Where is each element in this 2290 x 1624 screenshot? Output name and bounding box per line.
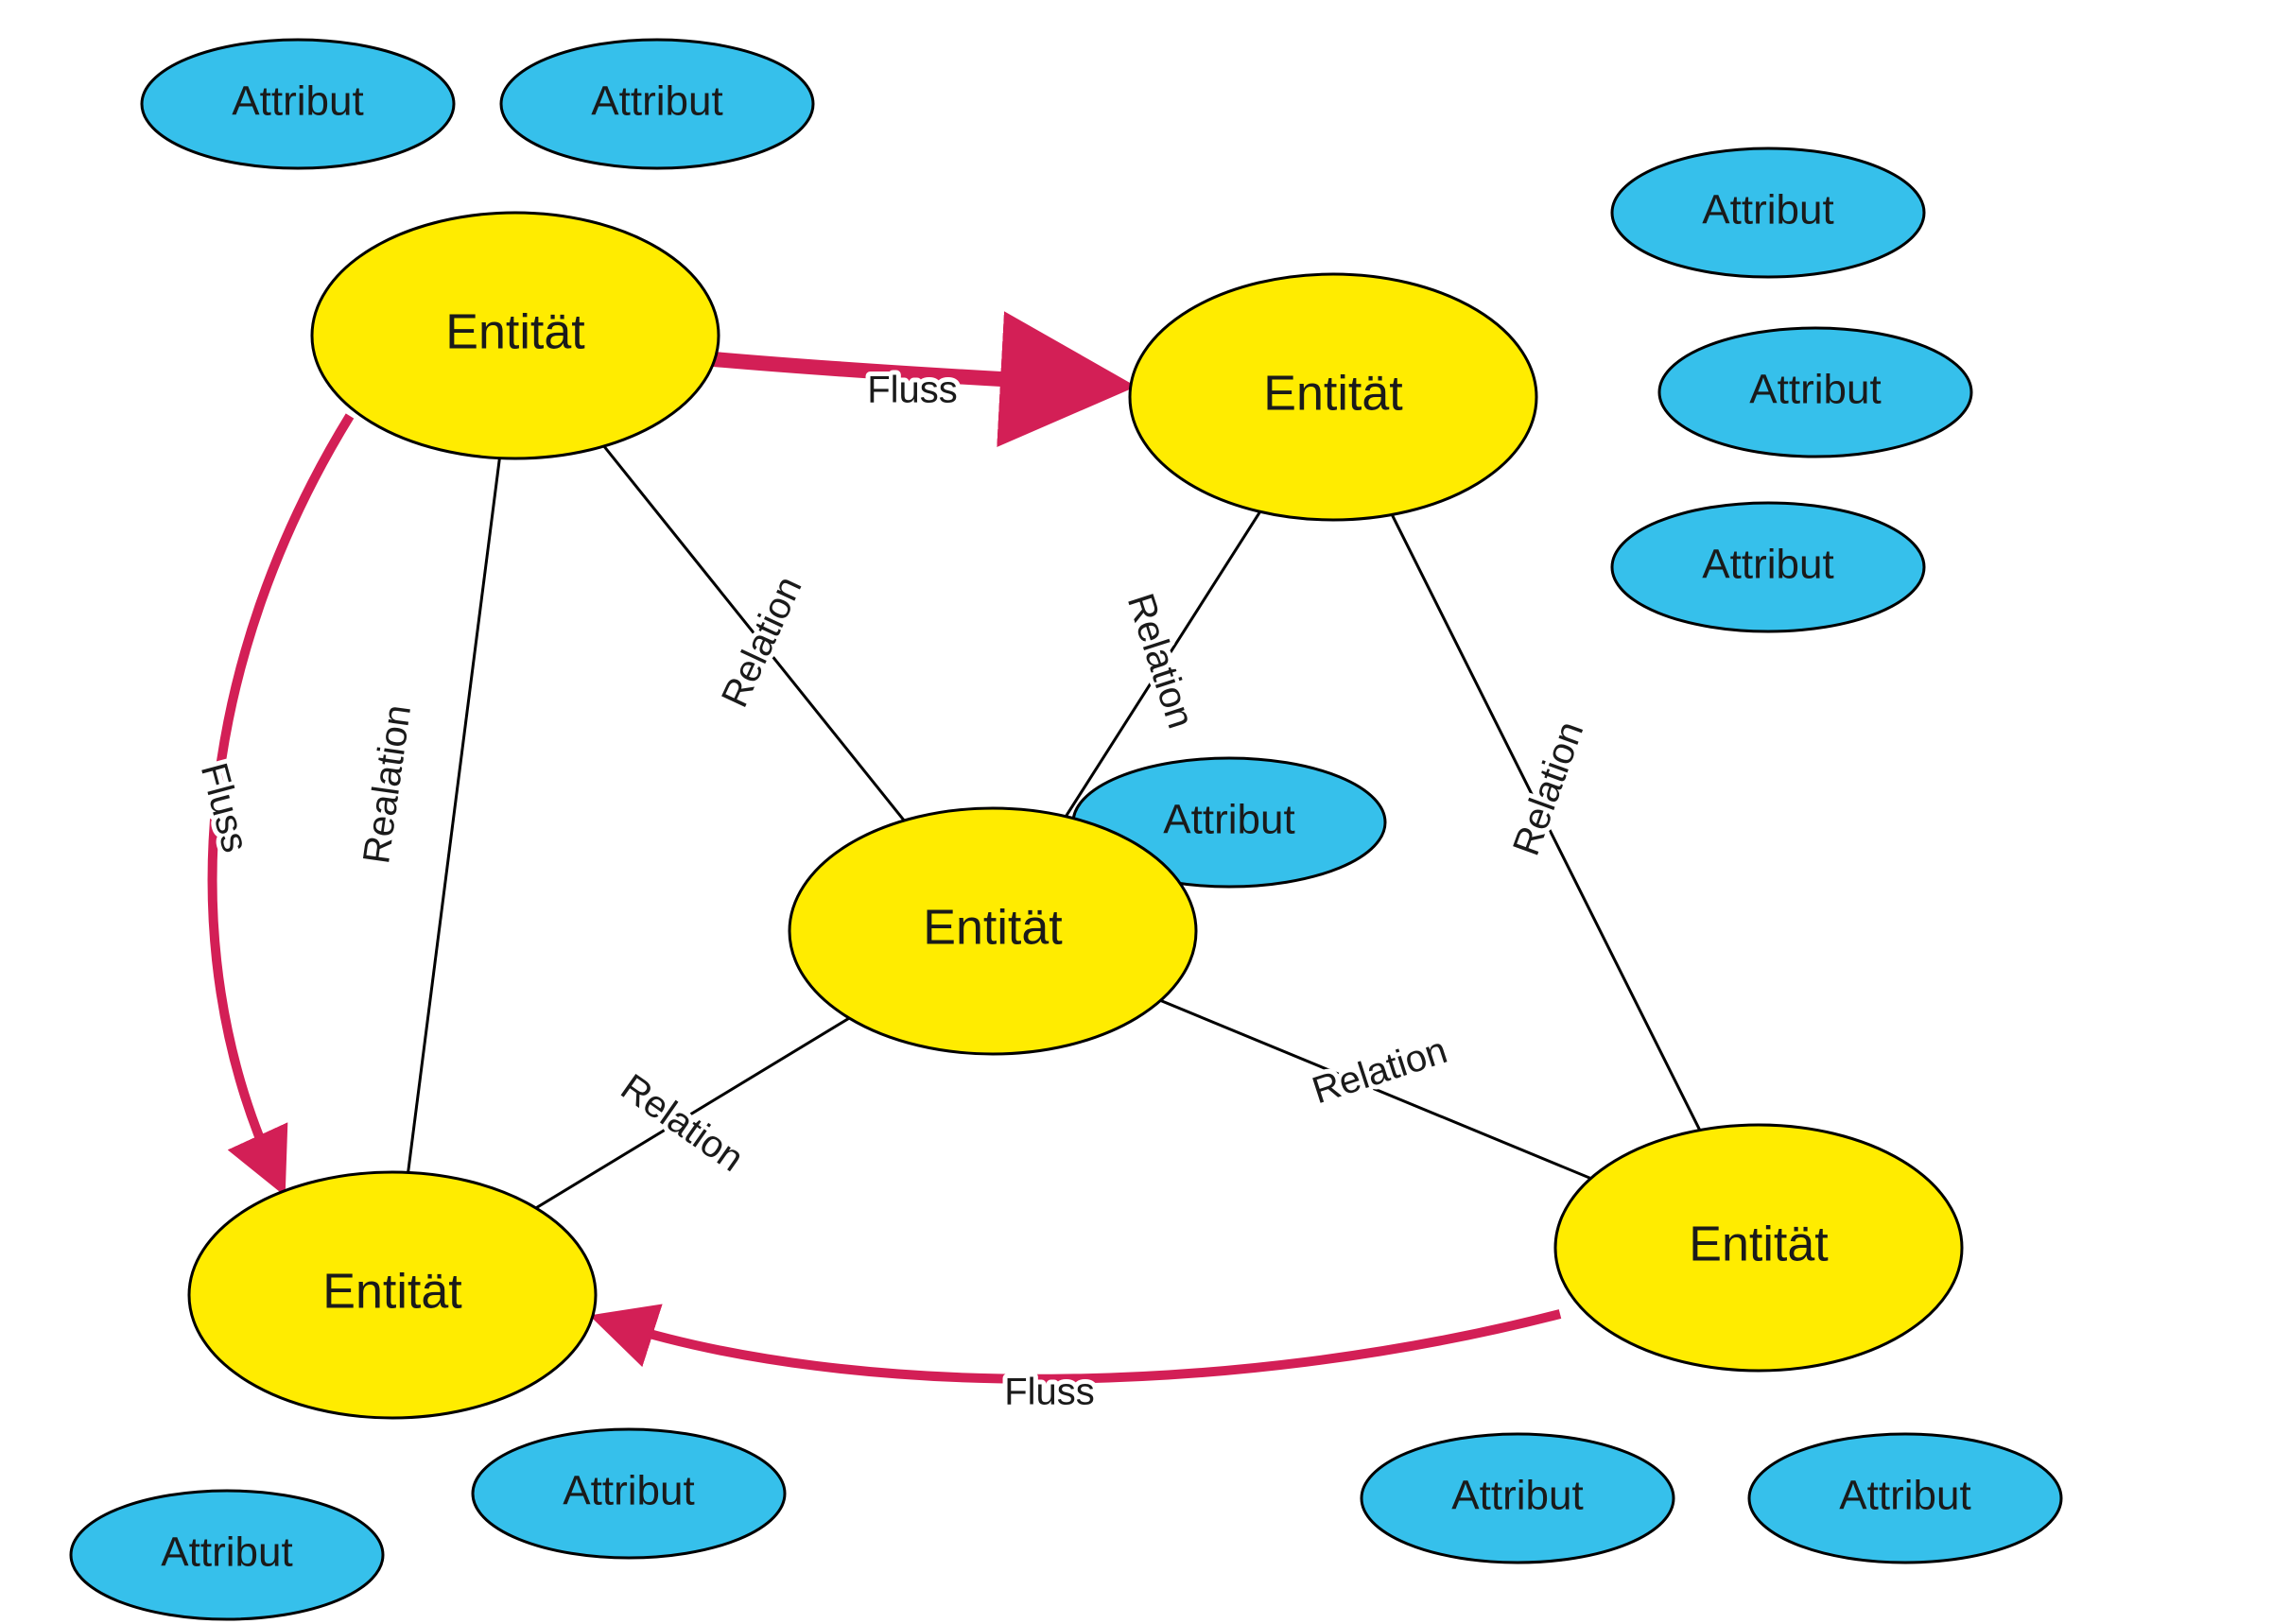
relation-label-text: Relation (1308, 1029, 1452, 1112)
flow-label-text: Fluss (867, 370, 958, 411)
flow-label: FlussFluss (193, 759, 256, 857)
relation-label-text: Relation (1505, 717, 1592, 861)
attribute-label: Attribut (1749, 367, 1881, 413)
attribute-node: Attribut (1612, 503, 1924, 631)
entity-node: Entität (312, 213, 719, 458)
attribute-node: Attribut (1749, 1434, 2061, 1563)
attribute-node: Attribut (1362, 1434, 1674, 1563)
attribute-node: Attribut (1612, 148, 1924, 277)
attribute-label: Attribut (161, 1529, 292, 1576)
entity-node: Entität (1555, 1125, 1962, 1371)
entity-label: Entität (1263, 367, 1403, 422)
entity-label: Entität (322, 1265, 462, 1320)
attribute-label: Attribut (591, 78, 722, 125)
attribute-label: Attribut (1163, 797, 1294, 843)
attribute-label: Attribut (1702, 542, 1833, 588)
flow-label: FlussFluss (867, 370, 958, 411)
attribute-label: Attribut (563, 1468, 694, 1514)
entity-node: Entität (1130, 274, 1536, 520)
relation-edge (392, 336, 515, 1295)
relation-label: RelationRelation (1308, 1029, 1452, 1112)
relation-label: RelationRelation (714, 570, 810, 714)
attribute-label: Attribut (1702, 187, 1833, 233)
er-diagram: Attribut Attribut Attribut Attribut Attribut… (0, 0, 2290, 1624)
flow-label-text: Fluss (1004, 1372, 1095, 1413)
flow-label-text: Fluss (193, 759, 256, 857)
relation-label: RelationRelation (1505, 717, 1592, 861)
attribute-node: Attribut (473, 1429, 785, 1558)
attribute-label: Attribut (1451, 1473, 1583, 1519)
attribute-node: Attribut (71, 1491, 383, 1619)
relation-label-text: Realation (356, 702, 419, 866)
attribute-node: Attribut (1659, 328, 1971, 457)
entity-node: Entität (789, 808, 1196, 1054)
entity-label: Entität (1689, 1218, 1829, 1272)
attribute-label: Attribut (232, 78, 363, 125)
attribute-node: Attribut (142, 40, 454, 168)
relation-label-text: Relation (614, 1066, 751, 1180)
attribute-node: Attribut (501, 40, 813, 168)
flow-edge (615, 1314, 1560, 1379)
relation-label: RealationRealation (356, 702, 419, 866)
relation-label: RelationRelation (614, 1066, 751, 1180)
entity-label: Entität (445, 305, 585, 360)
flow-label: FlussFluss (1004, 1372, 1095, 1413)
entity-node: Entität (189, 1172, 596, 1418)
attribute-label: Attribut (1839, 1473, 1970, 1519)
relation-label-text: Relation (714, 570, 810, 714)
entity-label: Entität (923, 901, 1063, 956)
